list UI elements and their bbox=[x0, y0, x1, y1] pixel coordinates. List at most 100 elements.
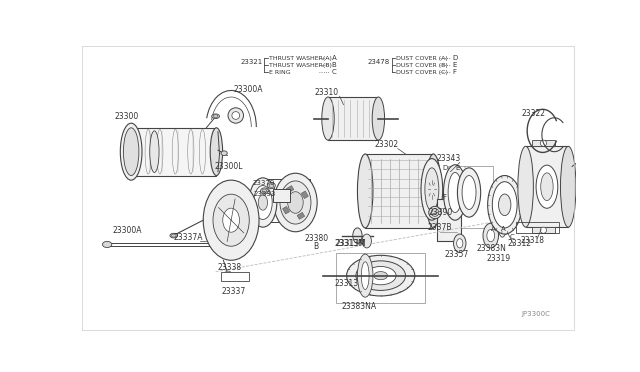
Ellipse shape bbox=[426, 154, 441, 228]
Ellipse shape bbox=[488, 176, 522, 234]
Ellipse shape bbox=[102, 241, 112, 247]
Text: 23313: 23313 bbox=[334, 279, 358, 288]
Ellipse shape bbox=[454, 234, 466, 253]
Ellipse shape bbox=[353, 228, 362, 243]
Text: 23300A: 23300A bbox=[234, 85, 263, 94]
Circle shape bbox=[228, 108, 244, 123]
Text: A: A bbox=[501, 227, 506, 232]
Ellipse shape bbox=[213, 194, 249, 246]
Text: C: C bbox=[510, 234, 515, 240]
Ellipse shape bbox=[269, 184, 274, 187]
Ellipse shape bbox=[425, 168, 439, 211]
Text: E: E bbox=[455, 165, 460, 171]
Text: 23357: 23357 bbox=[444, 250, 468, 259]
Text: A: A bbox=[332, 55, 337, 61]
Bar bbox=[516, 222, 559, 233]
Ellipse shape bbox=[421, 158, 443, 220]
Text: D: D bbox=[443, 165, 448, 171]
Text: 23380: 23380 bbox=[305, 234, 329, 243]
Ellipse shape bbox=[221, 151, 227, 155]
Ellipse shape bbox=[204, 180, 259, 260]
Bar bbox=[273, 189, 290, 202]
Ellipse shape bbox=[362, 262, 369, 289]
Ellipse shape bbox=[372, 97, 385, 140]
Ellipse shape bbox=[288, 192, 303, 213]
Bar bbox=[221, 272, 249, 281]
Bar bbox=[260, 179, 310, 222]
Text: THRUST WASHER(A): THRUST WASHER(A) bbox=[269, 56, 332, 61]
Ellipse shape bbox=[492, 182, 517, 228]
Text: 23338: 23338 bbox=[218, 263, 242, 272]
Circle shape bbox=[540, 227, 547, 233]
Text: JP3300C: JP3300C bbox=[522, 311, 550, 317]
Text: DUST COVER (A): DUST COVER (A) bbox=[396, 56, 448, 61]
Text: 23322: 23322 bbox=[522, 109, 546, 118]
Ellipse shape bbox=[502, 212, 511, 234]
Text: D: D bbox=[452, 55, 457, 61]
Circle shape bbox=[232, 112, 239, 119]
Ellipse shape bbox=[561, 146, 576, 227]
Ellipse shape bbox=[458, 168, 481, 217]
Bar bbox=[301, 191, 308, 199]
Ellipse shape bbox=[225, 271, 231, 276]
Ellipse shape bbox=[429, 206, 441, 219]
Bar bbox=[132, 128, 216, 176]
Circle shape bbox=[540, 140, 547, 146]
Ellipse shape bbox=[457, 239, 463, 248]
Bar bbox=[286, 186, 294, 193]
Bar bbox=[336, 253, 425, 302]
Text: 23300L: 23300L bbox=[215, 162, 243, 171]
Bar bbox=[448, 166, 493, 228]
Ellipse shape bbox=[483, 223, 499, 248]
Ellipse shape bbox=[274, 173, 317, 232]
Ellipse shape bbox=[125, 128, 140, 176]
Text: C: C bbox=[332, 69, 337, 76]
Text: E: E bbox=[452, 62, 456, 68]
Ellipse shape bbox=[150, 131, 159, 173]
Text: B: B bbox=[332, 62, 337, 68]
Ellipse shape bbox=[124, 128, 139, 176]
Text: 23343: 23343 bbox=[436, 154, 461, 163]
Ellipse shape bbox=[358, 154, 373, 228]
Ellipse shape bbox=[444, 165, 467, 220]
Text: F: F bbox=[452, 69, 456, 76]
Ellipse shape bbox=[253, 186, 272, 219]
Ellipse shape bbox=[536, 165, 558, 208]
Ellipse shape bbox=[280, 181, 311, 224]
Bar bbox=[436, 199, 461, 241]
Text: E RING: E RING bbox=[269, 70, 291, 75]
Ellipse shape bbox=[448, 173, 462, 212]
Ellipse shape bbox=[358, 254, 373, 297]
Ellipse shape bbox=[506, 216, 515, 231]
Ellipse shape bbox=[322, 97, 334, 140]
Bar bbox=[525, 146, 568, 227]
Ellipse shape bbox=[581, 154, 586, 157]
Ellipse shape bbox=[262, 189, 267, 193]
Text: 23390: 23390 bbox=[429, 208, 453, 217]
Bar bbox=[297, 212, 305, 219]
Ellipse shape bbox=[498, 209, 507, 237]
Ellipse shape bbox=[431, 209, 439, 217]
Ellipse shape bbox=[374, 272, 388, 280]
Text: DUST COVER (B): DUST COVER (B) bbox=[396, 63, 448, 68]
Ellipse shape bbox=[362, 234, 371, 248]
Ellipse shape bbox=[518, 146, 533, 227]
Text: 23379: 23379 bbox=[252, 180, 275, 186]
Ellipse shape bbox=[210, 128, 223, 176]
Text: 23310: 23310 bbox=[315, 88, 339, 97]
Text: 23321: 23321 bbox=[241, 60, 263, 65]
Ellipse shape bbox=[356, 261, 406, 291]
Text: 23383N: 23383N bbox=[477, 244, 507, 253]
Text: DUST COVER (C): DUST COVER (C) bbox=[396, 70, 448, 75]
Ellipse shape bbox=[541, 173, 553, 201]
Text: F: F bbox=[443, 194, 447, 200]
Text: A: A bbox=[491, 227, 495, 232]
Text: 23313M: 23313M bbox=[336, 239, 367, 248]
Ellipse shape bbox=[259, 195, 268, 210]
Ellipse shape bbox=[120, 123, 142, 180]
Ellipse shape bbox=[365, 266, 396, 285]
Text: 23337: 23337 bbox=[221, 286, 245, 295]
Ellipse shape bbox=[223, 208, 239, 232]
Bar bbox=[328, 97, 378, 140]
Ellipse shape bbox=[347, 255, 415, 296]
